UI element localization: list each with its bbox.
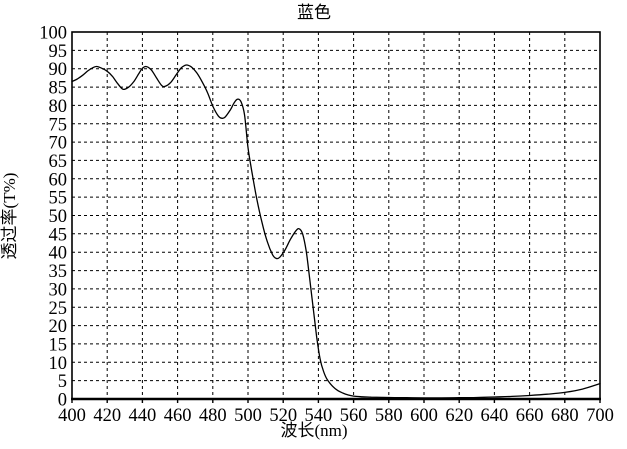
x-tick-label: 440 <box>129 406 157 426</box>
y-tick-label: 75 <box>49 115 68 135</box>
y-tick-label: 85 <box>49 79 68 99</box>
x-tick-label: 480 <box>199 406 227 426</box>
x-tick-label: 620 <box>445 406 473 426</box>
y-tick-label: 0 <box>58 391 67 411</box>
y-tick-label: 65 <box>49 152 68 172</box>
x-tick-label: 640 <box>481 406 509 426</box>
x-tick-label: 520 <box>269 406 297 426</box>
y-tick-label: 95 <box>49 42 68 62</box>
transmittance-curve <box>71 64 601 399</box>
y-tick-label: 50 <box>49 207 68 227</box>
y-tick-label: 35 <box>49 262 68 282</box>
y-tick-label: 40 <box>49 244 68 264</box>
tick-labels-layer: 0510152025303540455055606570758085909510… <box>39 24 614 427</box>
y-tick-label: 25 <box>49 299 68 319</box>
y-tick-label: 80 <box>49 97 68 117</box>
y-axis-title: 透过率(T%) <box>0 173 19 260</box>
x-tick-label: 680 <box>551 406 579 426</box>
y-tick-label: 20 <box>49 317 68 337</box>
y-tick-label: 15 <box>49 335 68 355</box>
x-tick-label: 460 <box>164 406 192 426</box>
y-tick-label: 55 <box>49 189 68 209</box>
y-tick-label: 60 <box>49 170 68 190</box>
x-tick-label: 420 <box>93 406 121 426</box>
x-axis-title: 波长(nm) <box>280 421 347 440</box>
frame-layer <box>71 31 601 403</box>
x-tick-label: 580 <box>375 406 403 426</box>
x-tick-label: 600 <box>410 406 438 426</box>
y-tick-label: 70 <box>49 134 68 154</box>
y-tick-label: 10 <box>49 354 68 374</box>
y-tick-label: 100 <box>39 24 67 44</box>
x-tick-label: 400 <box>58 406 86 426</box>
curve-layer <box>71 64 601 399</box>
y-tick-label: 90 <box>49 60 68 80</box>
chart-title: 蓝色 <box>297 3 331 22</box>
grid-layer <box>72 32 600 399</box>
y-tick-label: 45 <box>49 225 68 245</box>
x-tick-label: 660 <box>516 406 544 426</box>
x-tick-label: 560 <box>340 406 368 426</box>
x-tick-label: 500 <box>234 406 262 426</box>
y-tick-label: 30 <box>49 280 68 300</box>
x-tick-label: 540 <box>305 406 333 426</box>
x-tick-label: 700 <box>586 406 614 426</box>
y-tick-label: 5 <box>58 372 67 392</box>
